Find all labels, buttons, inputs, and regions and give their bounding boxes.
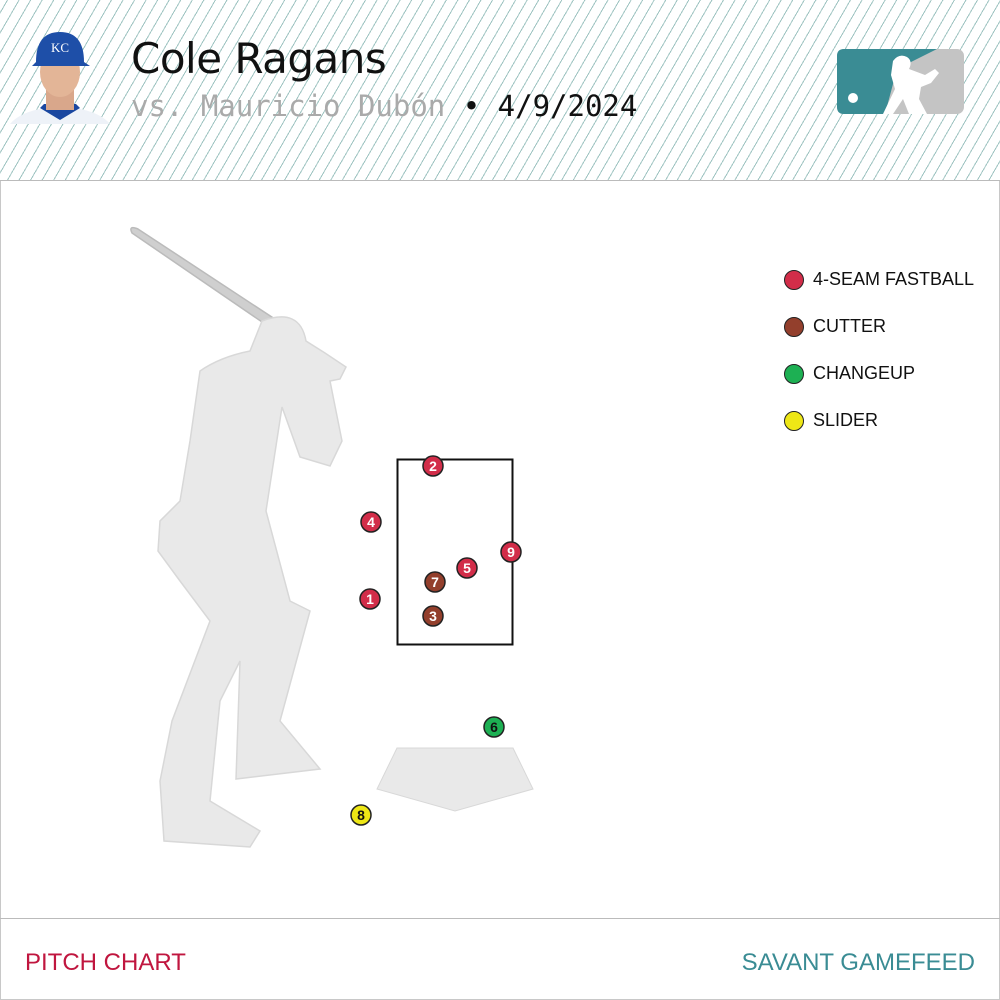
separator: • xyxy=(445,89,498,123)
legend: 4-SEAM FASTBALL CUTTER CHANGEUP SLIDER xyxy=(784,256,974,444)
pitch-dot[interactable] xyxy=(350,804,372,826)
color-swatch xyxy=(784,316,804,337)
pitch-marker[interactable]: 1 xyxy=(359,588,381,610)
pitch-marker[interactable]: 3 xyxy=(422,605,444,627)
mlb-logo xyxy=(837,49,964,114)
color-swatch xyxy=(784,363,804,384)
header: KC Cole Ragans vs. Mauricio Dubón • 4/9/… xyxy=(0,0,1000,181)
pitch-dot[interactable] xyxy=(422,605,444,627)
batter-silhouette xyxy=(130,226,347,848)
legend-label: CUTTER xyxy=(813,316,886,336)
pitch-marker[interactable]: 7 xyxy=(424,571,446,593)
pitch-marker[interactable]: 8 xyxy=(350,804,372,826)
pitch-marker[interactable]: 2 xyxy=(422,455,444,477)
pitch-dot[interactable] xyxy=(359,588,381,610)
legend-item: SLIDER xyxy=(784,397,974,444)
legend-item: CUTTER xyxy=(784,303,974,350)
pitch-marker[interactable]: 5 xyxy=(456,557,478,579)
game-date: 4/9/2024 xyxy=(497,89,638,123)
pitch-chart: 1 2 3 4 5 6 7 8 9 xyxy=(130,226,534,848)
home-plate xyxy=(376,747,534,812)
pitch-number: 8 xyxy=(357,807,365,823)
legend-label: SLIDER xyxy=(813,410,879,430)
pitcher-name: Cole Ragans xyxy=(131,34,387,83)
pitch-dot[interactable] xyxy=(483,716,505,738)
pitch-number: 1 xyxy=(366,591,374,607)
legend-label: 4-SEAM FASTBALL xyxy=(813,269,975,289)
pitch-number: 9 xyxy=(507,544,515,560)
pitch-dot[interactable] xyxy=(456,557,478,579)
pitch-number: 3 xyxy=(429,608,437,624)
matchup-line: vs. Mauricio Dubón • 4/9/2024 xyxy=(131,89,637,123)
color-swatch xyxy=(784,269,804,290)
color-swatch xyxy=(784,410,804,431)
pitch-dot[interactable] xyxy=(360,511,382,533)
legend-item: CHANGEUP xyxy=(784,350,974,397)
pitch-dot[interactable] xyxy=(424,571,446,593)
svg-text:KC: KC xyxy=(51,40,69,55)
strike-zone xyxy=(396,458,514,646)
pitch-marker[interactable]: 4 xyxy=(360,511,382,533)
pitcher-headshot: KC xyxy=(10,32,110,124)
pitch-chart-label: PITCH CHART xyxy=(25,949,186,976)
pitch-dot[interactable] xyxy=(500,541,522,563)
pitch-marker[interactable]: 9 xyxy=(500,541,522,563)
footer: PITCH CHART SAVANT GAMEFEED xyxy=(0,918,1000,1000)
pitch-dot[interactable] xyxy=(422,455,444,477)
pitch-number: 4 xyxy=(367,514,375,530)
pitch-number: 7 xyxy=(431,574,439,590)
batter-name: vs. Mauricio Dubón xyxy=(131,89,446,123)
pitch-number: 5 xyxy=(463,560,471,576)
pitch-number: 6 xyxy=(490,719,498,735)
legend-label: CHANGEUP xyxy=(813,363,916,383)
savant-gamefeed-link[interactable]: SAVANT GAMEFEED xyxy=(741,949,975,976)
pitch-number: 2 xyxy=(429,458,437,474)
legend-item: 4-SEAM FASTBALL xyxy=(784,256,974,303)
pitch-marker[interactable]: 6 xyxy=(483,716,505,738)
